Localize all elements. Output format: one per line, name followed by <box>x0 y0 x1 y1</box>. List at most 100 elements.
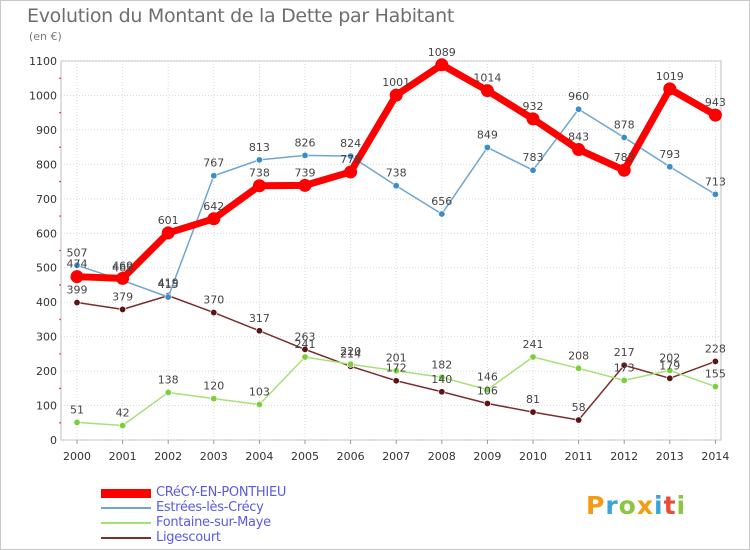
data-point <box>483 399 491 407</box>
data-label: 214 <box>340 347 361 360</box>
logo-letter: r <box>605 491 619 520</box>
data-label: 51 <box>70 403 84 416</box>
data-point <box>389 88 403 102</box>
x-tick-label: 2005 <box>291 450 319 463</box>
data-label: 960 <box>568 90 589 103</box>
data-point <box>392 367 400 375</box>
data-point <box>480 84 494 98</box>
data-point <box>161 226 175 240</box>
chart-title: Evolution du Montant de la Dette par Hab… <box>27 5 455 27</box>
y-minor-tick <box>59 318 61 321</box>
y-tick-label: 400 <box>36 296 57 309</box>
logo-letter: i <box>654 491 664 520</box>
data-point <box>70 270 84 284</box>
legend-item: Ligescourt <box>101 530 431 545</box>
x-tick-label: 2009 <box>473 450 501 463</box>
legend-swatch <box>101 537 151 539</box>
y-tick-label: 700 <box>36 193 57 206</box>
data-point <box>620 133 628 141</box>
data-label: 824 <box>340 137 361 150</box>
x-tick-label: 2000 <box>63 450 91 463</box>
data-point <box>617 163 631 177</box>
x-tick-label: 2006 <box>337 450 365 463</box>
data-label: 146 <box>477 371 498 384</box>
x-tick-label: 2004 <box>245 450 273 463</box>
data-label: 943 <box>705 96 726 109</box>
logo-letter: P <box>586 491 606 520</box>
data-point <box>708 108 722 122</box>
x-tick-label: 2007 <box>382 450 410 463</box>
data-label: 813 <box>249 141 270 154</box>
data-point <box>435 58 449 72</box>
data-point <box>210 395 218 403</box>
x-tick-label: 2014 <box>701 450 729 463</box>
data-label: 419 <box>158 277 179 290</box>
data-label: 849 <box>477 128 498 141</box>
data-label: 138 <box>158 373 179 386</box>
data-label: 399 <box>67 284 88 297</box>
data-point <box>483 386 491 394</box>
data-point <box>255 401 263 409</box>
data-point <box>301 345 309 353</box>
y-minor-tick <box>59 77 61 80</box>
data-label: 1019 <box>656 70 684 83</box>
data-point <box>73 418 81 426</box>
legend-item: Fontaine-sur-Maye <box>101 515 431 530</box>
legend-label: Estrées-lès-Crécy <box>156 500 264 515</box>
data-label: 241 <box>295 338 316 351</box>
data-label: 228 <box>705 342 726 355</box>
data-label: 208 <box>568 349 589 362</box>
data-label: 317 <box>249 312 270 325</box>
logo-letter: o <box>618 491 637 520</box>
data-label: 201 <box>386 352 407 365</box>
data-point <box>344 165 358 179</box>
x-tick-label: 2011 <box>565 450 593 463</box>
data-label: 182 <box>431 358 452 371</box>
data-point <box>575 416 583 424</box>
y-minor-tick <box>59 249 61 252</box>
y-minor-tick <box>59 215 61 217</box>
data-label: 1001 <box>382 76 410 89</box>
data-label: 103 <box>249 386 270 399</box>
data-label: 843 <box>568 131 589 144</box>
legend-item: Estrées-lès-Crécy <box>101 500 431 515</box>
data-label: 739 <box>295 166 316 179</box>
data-label: 202 <box>659 351 680 364</box>
data-point <box>438 210 446 218</box>
x-tick-label: 2001 <box>109 450 137 463</box>
data-label: 241 <box>523 338 544 351</box>
legend-swatch <box>101 507 151 509</box>
data-point <box>73 299 81 307</box>
data-label: 601 <box>158 214 179 227</box>
data-point <box>164 293 172 301</box>
data-label: 738 <box>386 167 407 180</box>
data-point <box>666 366 674 374</box>
y-minor-tick <box>59 353 61 355</box>
x-tick-label: 2008 <box>428 450 456 463</box>
x-tick-label: 2013 <box>656 450 684 463</box>
data-label: 106 <box>477 384 498 397</box>
data-point <box>438 373 446 381</box>
proxiti-logo: Proxiti <box>586 491 686 520</box>
data-point <box>620 376 628 384</box>
data-point <box>252 179 266 193</box>
data-label: 370 <box>203 294 224 307</box>
y-minor-tick <box>59 146 61 148</box>
y-minor-tick <box>59 111 61 114</box>
data-point <box>255 327 263 335</box>
data-point <box>210 172 218 180</box>
data-point <box>392 377 400 385</box>
data-label: 220 <box>340 345 361 358</box>
data-label: 379 <box>112 290 133 303</box>
y-tick-label: 500 <box>36 262 57 275</box>
data-point <box>711 357 719 365</box>
x-tick-label: 2012 <box>610 450 638 463</box>
y-tick-label: 800 <box>36 158 57 171</box>
data-label: 932 <box>523 100 544 113</box>
data-label: 58 <box>572 401 586 414</box>
data-point <box>301 353 309 361</box>
data-point <box>483 143 491 151</box>
y-tick-label: 600 <box>36 227 57 240</box>
data-label: 469 <box>112 259 133 272</box>
